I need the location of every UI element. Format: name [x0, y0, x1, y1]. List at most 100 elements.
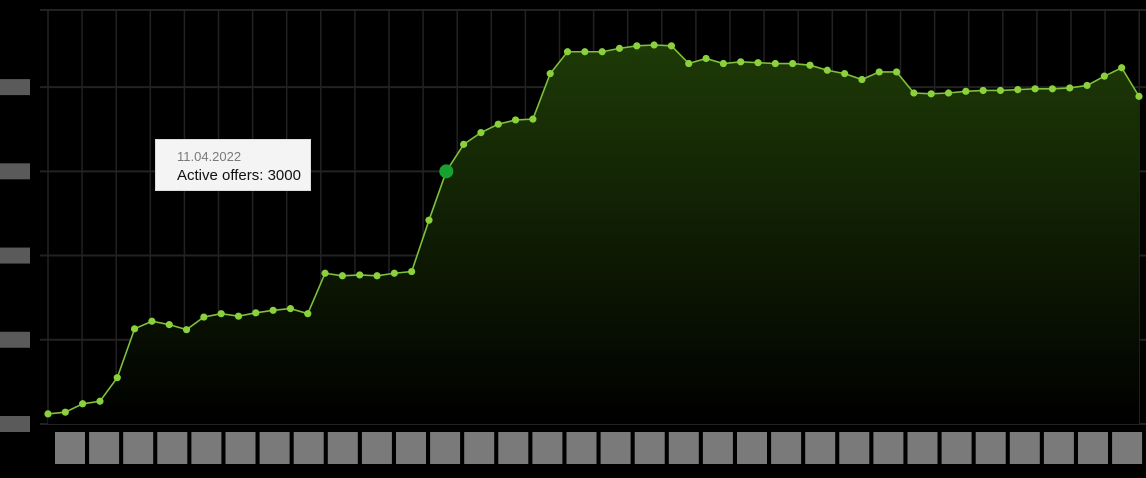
- data-point[interactable]: [390, 269, 398, 277]
- data-point[interactable]: [875, 68, 883, 76]
- area-fill: [48, 45, 1139, 424]
- data-point[interactable]: [685, 59, 693, 68]
- data-point[interactable]: [563, 48, 572, 56]
- x-tick-label: [668, 432, 699, 464]
- data-point[interactable]: [927, 90, 935, 98]
- x-tick-label: [873, 432, 904, 464]
- data-point[interactable]: [806, 61, 814, 69]
- data-point[interactable]: [823, 66, 831, 74]
- x-tick-label: [157, 432, 188, 464]
- x-tick-label: [123, 432, 154, 464]
- data-point[interactable]: [996, 86, 1005, 95]
- data-point[interactable]: [460, 140, 468, 148]
- data-point[interactable]: [130, 325, 139, 333]
- y-axis-labels: [0, 79, 30, 432]
- data-point[interactable]: [304, 310, 312, 318]
- data-point[interactable]: [234, 312, 243, 320]
- data-point[interactable]: [702, 54, 710, 63]
- series-line-path: [47, 44, 1140, 415]
- data-point[interactable]: [96, 397, 104, 405]
- x-tick-label: [771, 432, 802, 464]
- data-point[interactable]: [321, 269, 329, 277]
- data-point[interactable]: [425, 216, 433, 224]
- x-tick-label: [907, 432, 938, 464]
- data-point[interactable]: [511, 116, 520, 124]
- y-tick-label: [0, 163, 30, 180]
- data-point[interactable]: [1083, 81, 1091, 90]
- data-point[interactable]: [1066, 84, 1074, 92]
- x-tick-label: [191, 432, 222, 464]
- data-point[interactable]: [910, 89, 918, 97]
- data-point[interactable]: [408, 267, 416, 276]
- data-point[interactable]: [598, 48, 606, 56]
- x-tick-label: [55, 432, 85, 464]
- x-tick-label: [532, 432, 563, 464]
- data-point[interactable]: [148, 317, 156, 325]
- data-point[interactable]: [113, 374, 121, 382]
- x-tick-label: [975, 432, 1006, 464]
- x-tick-label: [839, 432, 870, 464]
- data-point[interactable]: [373, 272, 381, 280]
- data-point[interactable]: [858, 75, 866, 84]
- data-point[interactable]: [494, 120, 502, 128]
- data-point[interactable]: [165, 321, 173, 329]
- data-point[interactable]: [789, 59, 797, 68]
- data-point[interactable]: [650, 41, 658, 49]
- data-point[interactable]: [979, 86, 987, 95]
- x-tick-label: [702, 432, 733, 464]
- data-point[interactable]: [667, 42, 676, 50]
- x-tick-label: [737, 432, 767, 464]
- x-tick-label: [566, 432, 597, 464]
- x-tick-label: [600, 432, 631, 464]
- data-point[interactable]: [1048, 85, 1057, 93]
- data-point[interactable]: [182, 326, 191, 334]
- data-point[interactable]: [1118, 64, 1126, 72]
- tooltip-value: Active offers: 3000: [177, 167, 301, 184]
- data-point[interactable]: [1031, 85, 1039, 93]
- x-tick-label: [1009, 432, 1040, 464]
- data-point[interactable]: [1100, 72, 1108, 80]
- data-point[interactable]: [477, 128, 485, 137]
- x-tick-label: [327, 432, 358, 464]
- data-point[interactable]: [962, 87, 970, 95]
- data-point[interactable]: [754, 59, 762, 67]
- data-point[interactable]: [286, 305, 295, 313]
- data-point[interactable]: [1135, 92, 1143, 100]
- data-point[interactable]: [252, 309, 260, 317]
- data-point[interactable]: [633, 42, 641, 50]
- data-point[interactable]: [771, 59, 779, 68]
- data-point[interactable]: [61, 408, 69, 416]
- x-tick-label: [293, 432, 324, 464]
- data-point[interactable]: [217, 310, 225, 318]
- data-point[interactable]: [1014, 86, 1022, 94]
- tooltip-date: 11.04.2022: [177, 149, 242, 164]
- x-tick-label: [361, 432, 392, 464]
- data-point[interactable]: [841, 70, 849, 78]
- data-point[interactable]: [200, 313, 208, 321]
- data-points: [44, 41, 1143, 418]
- data-point[interactable]: [546, 70, 554, 78]
- data-point[interactable]: [944, 89, 953, 97]
- x-tick-label: [805, 432, 836, 464]
- chart-tooltip: 11.04.2022 Active offers: 3000: [155, 139, 311, 191]
- y-tick-label: [0, 331, 30, 348]
- data-point[interactable]: [737, 58, 745, 66]
- data-point[interactable]: [44, 410, 52, 418]
- x-tick-label: [1112, 432, 1143, 464]
- x-tick-label: [430, 432, 461, 464]
- data-point[interactable]: [269, 306, 277, 314]
- x-tick-label: [1043, 432, 1074, 464]
- data-point[interactable]: [356, 271, 364, 279]
- data-point[interactable]: [892, 68, 901, 76]
- data-point-active[interactable]: [439, 164, 454, 179]
- series-line: [47, 44, 1140, 415]
- data-point[interactable]: [615, 44, 624, 52]
- x-tick-label: [225, 432, 256, 464]
- data-point[interactable]: [79, 400, 87, 408]
- data-point[interactable]: [719, 59, 727, 68]
- data-point[interactable]: [581, 48, 589, 56]
- x-tick-label: [498, 432, 529, 464]
- data-point[interactable]: [529, 115, 537, 123]
- x-tick-label: [396, 432, 426, 464]
- data-point[interactable]: [338, 272, 346, 280]
